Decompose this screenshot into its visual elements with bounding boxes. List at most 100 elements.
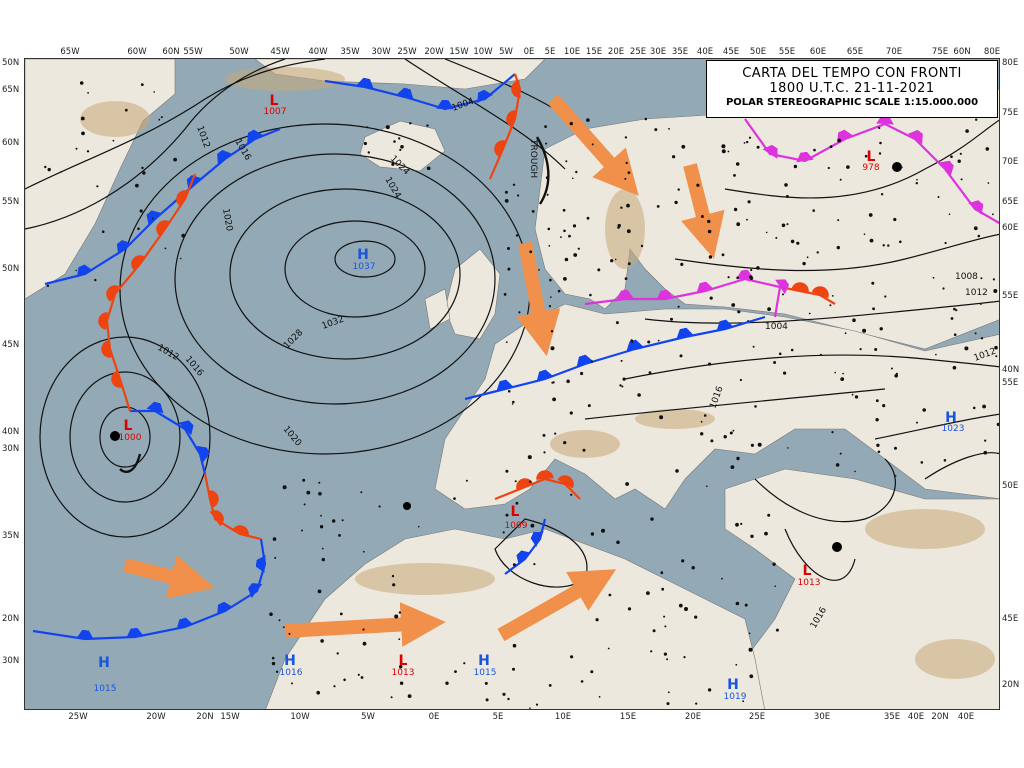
station-dot — [661, 587, 665, 591]
station-dot — [871, 281, 875, 285]
station-dot — [739, 378, 743, 382]
station-dot — [915, 182, 918, 185]
station-dot — [548, 305, 552, 308]
station-dot — [135, 183, 139, 188]
station-dot — [957, 159, 961, 163]
station-dot — [140, 83, 144, 86]
axis-tick-label: 25W — [68, 712, 88, 722]
axis-tick-label: 65N — [2, 85, 20, 95]
map-datetime: 1800 U.T.C. 21-11-2021 — [769, 81, 935, 96]
station-dot — [546, 193, 549, 196]
station-dot — [587, 404, 591, 408]
station-dot — [765, 231, 768, 234]
high-center-value: 1037 — [352, 262, 376, 272]
station-dot — [621, 385, 624, 388]
station-dot — [831, 295, 834, 297]
station-dot — [399, 681, 404, 685]
occluded-fronts — [584, 119, 999, 318]
station-dot — [829, 145, 833, 148]
station-dot — [899, 240, 902, 244]
station-dot — [511, 403, 514, 405]
station-dot — [668, 128, 670, 130]
station-dot — [767, 513, 771, 517]
isobar-label: 1012 — [194, 125, 211, 150]
station-dot — [637, 393, 641, 397]
station-dot — [937, 196, 940, 198]
station-dot — [731, 303, 736, 307]
axis-tick-label: 45E — [1002, 614, 1019, 624]
axis-tick-label: 80E — [983, 47, 1001, 57]
station-dot — [920, 461, 924, 464]
station-dot — [615, 321, 619, 325]
station-dot — [502, 531, 505, 534]
station-dot — [854, 395, 859, 399]
station-dot — [875, 418, 879, 422]
axis-tick-label: 60E — [809, 47, 827, 57]
station-dot — [666, 658, 669, 661]
station-dot — [775, 628, 779, 632]
station-dot — [626, 229, 631, 234]
station-dot — [620, 206, 623, 209]
high-center-letter: H — [284, 653, 296, 669]
station-dot — [709, 296, 713, 300]
station-dot — [601, 528, 605, 533]
station-dot — [278, 619, 281, 622]
station-dot — [859, 348, 862, 351]
axis-tick-label: 15E — [619, 712, 637, 722]
station-dot — [586, 216, 590, 220]
station-dot — [727, 276, 730, 279]
station-dot — [723, 435, 727, 439]
station-dot — [980, 337, 984, 340]
station-dot — [400, 145, 404, 149]
station-dot — [707, 229, 712, 234]
isobar-label: 1028 — [282, 328, 305, 351]
station-dot — [679, 354, 683, 358]
station-dot — [790, 239, 795, 244]
station-dot — [863, 233, 866, 235]
station-dot — [301, 529, 303, 532]
station-dot — [757, 442, 762, 447]
station-dot — [291, 682, 293, 685]
station-dot — [75, 147, 78, 150]
station-dot — [529, 250, 533, 254]
axis-tick-label: 20E — [684, 712, 702, 722]
axis-tick-label: 55W — [183, 47, 203, 57]
station-dot — [569, 121, 573, 126]
station-dot — [575, 170, 578, 174]
axis-tick-label: 15W — [449, 47, 469, 57]
station-dot — [514, 480, 517, 483]
axis-tick-label: 45E — [722, 47, 740, 57]
station-dot — [980, 303, 982, 305]
land-masses — [25, 59, 999, 709]
station-dot — [317, 589, 322, 594]
station-dot — [654, 128, 658, 132]
station-dot — [548, 684, 552, 687]
station-dot — [318, 491, 322, 496]
station-dot — [677, 188, 680, 191]
station-dot — [385, 125, 390, 130]
station-dot — [953, 333, 957, 337]
station-dot — [339, 612, 343, 616]
station-dot — [302, 478, 306, 482]
high-center-letter: H — [478, 653, 490, 669]
station-dot — [426, 124, 429, 127]
high-center-value: 1016 — [279, 668, 303, 678]
station-dot — [878, 152, 882, 155]
station-dot — [948, 213, 951, 215]
station-dot — [332, 519, 336, 523]
station-dot — [982, 404, 986, 409]
station-dot — [752, 345, 755, 348]
station-dot — [650, 650, 653, 653]
axis-tick-label: 50E — [749, 47, 767, 57]
station-dot — [977, 234, 981, 238]
axis-tick-label: 55N — [2, 197, 20, 207]
station-dot — [543, 451, 546, 454]
station-dot — [721, 149, 726, 154]
station-dot — [607, 647, 610, 650]
axis-tick-label: 15W — [220, 712, 240, 722]
station-dot — [707, 219, 711, 224]
station-dot — [747, 320, 750, 322]
station-dot — [515, 501, 519, 505]
station-dot — [710, 439, 714, 443]
station-dot — [646, 591, 650, 595]
